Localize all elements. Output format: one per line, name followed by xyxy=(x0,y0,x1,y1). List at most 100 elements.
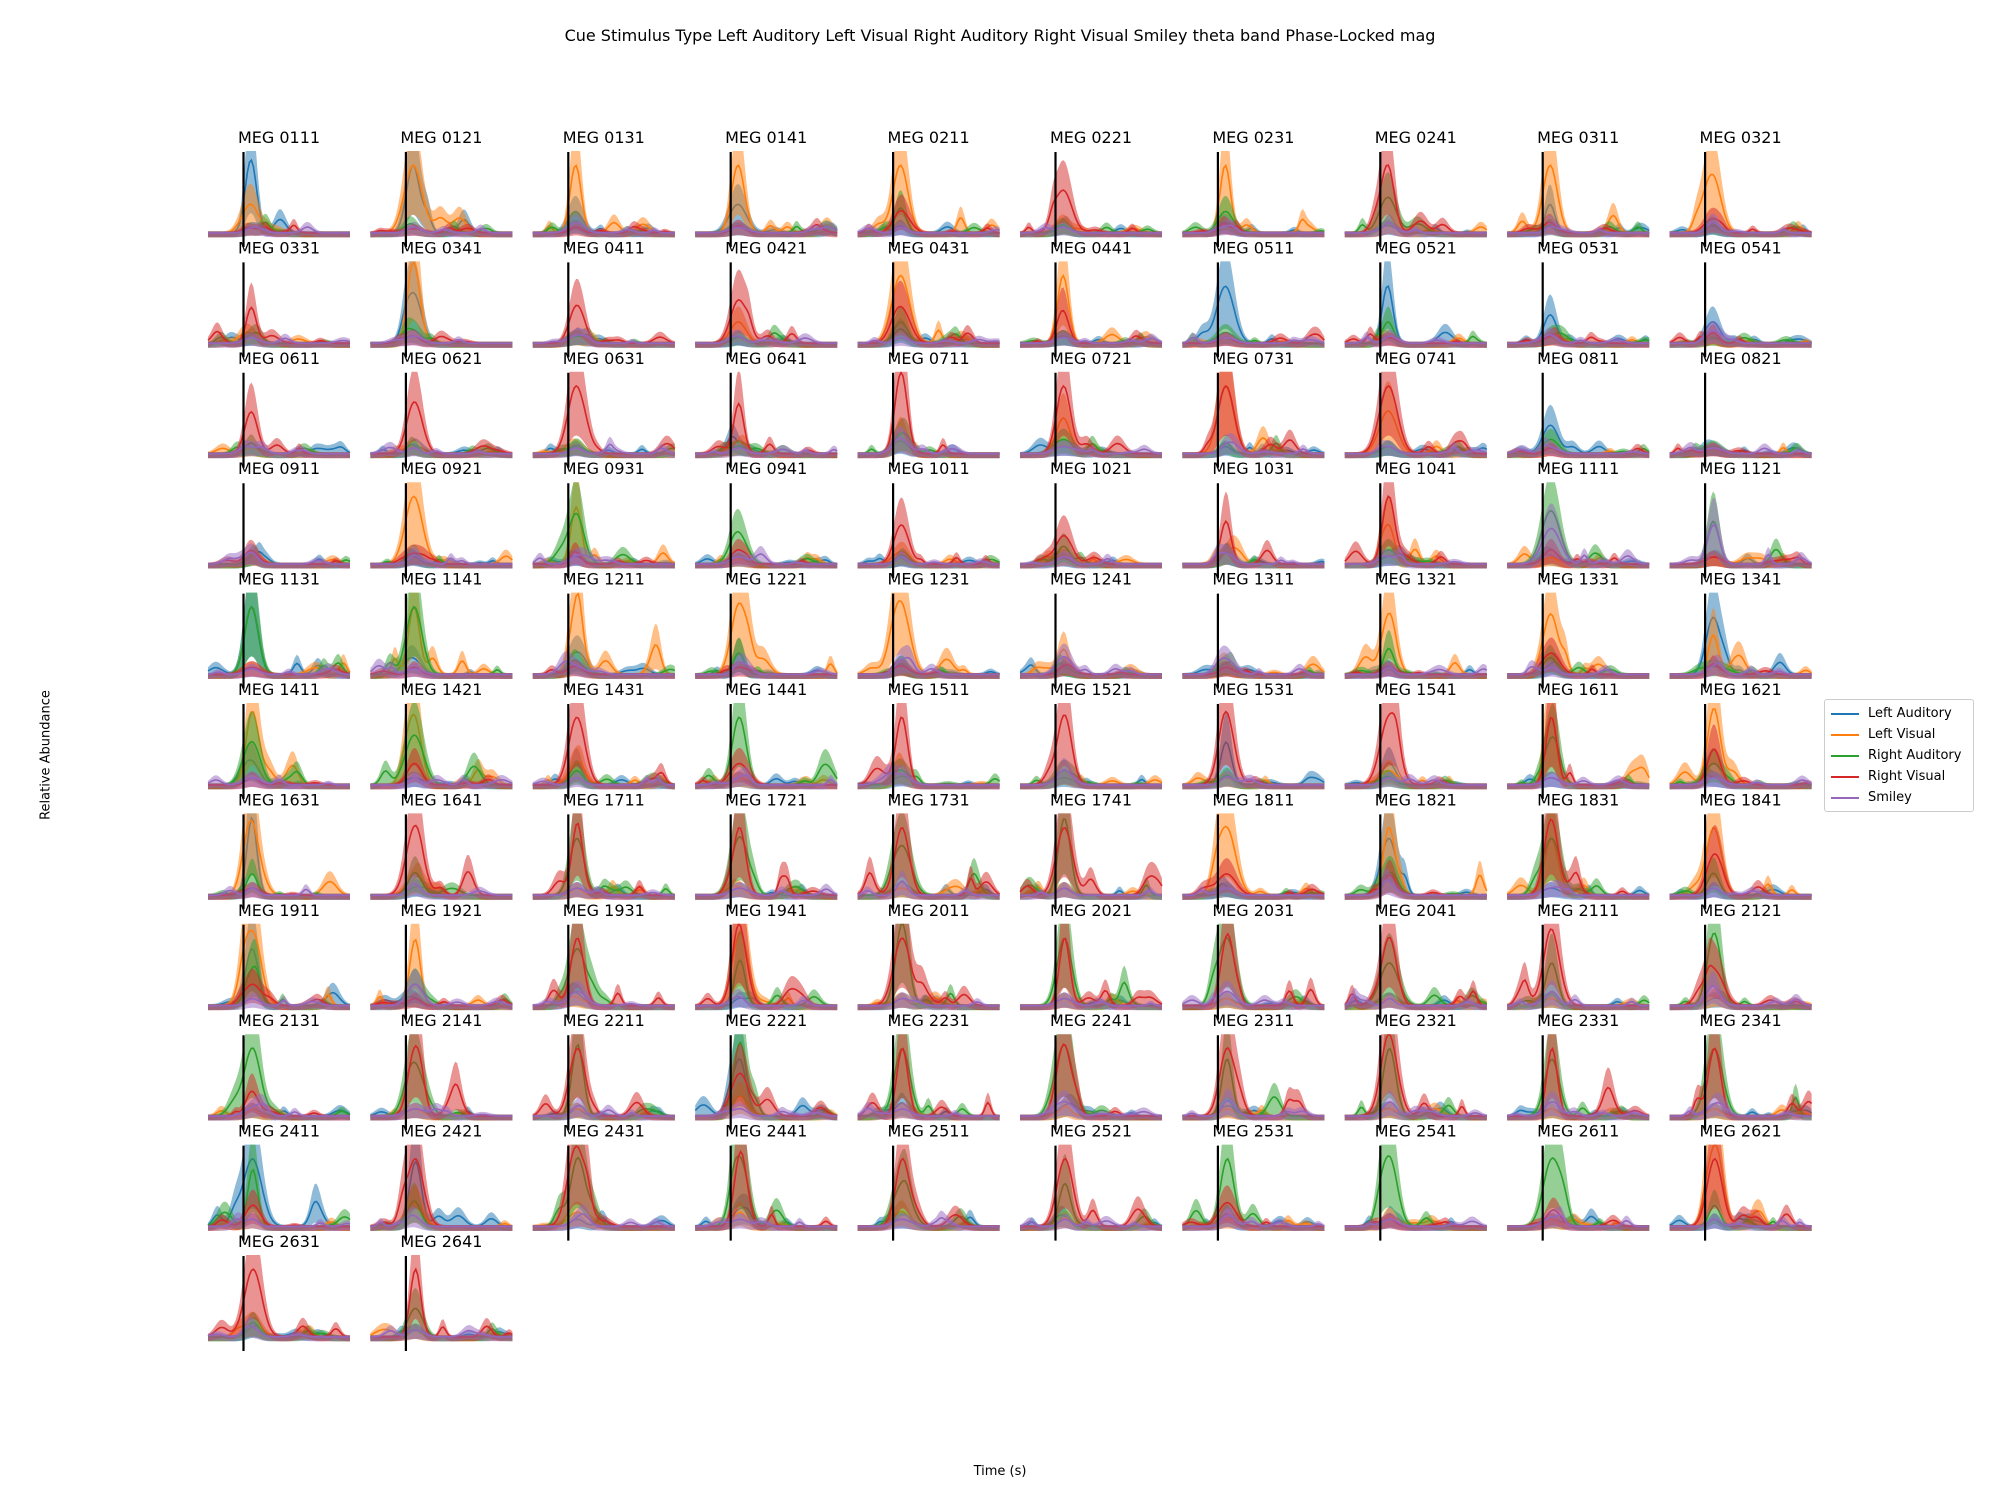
panel-title: MEG 2041 xyxy=(1375,901,1457,920)
line-left-visual xyxy=(1507,164,1650,234)
panel-title: MEG 0331 xyxy=(238,238,320,257)
panel-meg-1031: MEG 1031 xyxy=(1182,459,1325,579)
panel-title: MEG 1221 xyxy=(725,570,807,589)
panel-meg-1331: MEG 1331 xyxy=(1507,570,1650,689)
panel-title: MEG 0931 xyxy=(563,459,645,478)
line-smiley xyxy=(695,447,838,455)
line-smiley xyxy=(370,554,513,565)
panel-title: MEG 0111 xyxy=(238,128,320,147)
panel-title: MEG 1321 xyxy=(1375,570,1457,589)
panel-plot-area xyxy=(1344,261,1487,348)
band-smiley xyxy=(1669,971,1812,1011)
line-smiley xyxy=(1507,777,1650,786)
panel-title: MEG 2031 xyxy=(1212,901,1294,920)
panel-meg-1311: MEG 1311 xyxy=(1182,570,1325,689)
line-smiley xyxy=(1507,443,1650,455)
panel-title: MEG 2241 xyxy=(1050,1011,1132,1030)
line-smiley xyxy=(208,336,351,345)
line-smiley xyxy=(1669,446,1812,455)
line-left-visual xyxy=(857,274,1000,345)
panel-title: MEG 1441 xyxy=(725,680,807,699)
panel-title: MEG 0421 xyxy=(725,238,807,257)
panel-meg-1441: MEG 1441 xyxy=(694,680,838,799)
panel-plot-area xyxy=(1507,294,1650,348)
panel-meg-0821: MEG 0821 xyxy=(1669,349,1812,468)
legend-item-smiley: Smiley xyxy=(1831,787,1967,808)
line-smiley xyxy=(695,1218,838,1228)
panel-meg-1721: MEG 1721 xyxy=(695,790,838,910)
panel-plot-area xyxy=(532,278,675,348)
panel-title: MEG 2141 xyxy=(400,1011,482,1030)
panel-title: MEG 0231 xyxy=(1212,128,1294,147)
line-right-auditory xyxy=(1669,932,1812,1007)
panel-meg-1811: MEG 1811 xyxy=(1182,790,1325,910)
line-smiley xyxy=(1507,225,1650,234)
panel-title: MEG 2121 xyxy=(1700,901,1782,920)
panel-title: MEG 1041 xyxy=(1375,459,1457,478)
panel-plot-area xyxy=(1182,261,1325,348)
panel-title: MEG 2541 xyxy=(1375,1122,1457,1141)
panel-title: MEG 1711 xyxy=(563,790,645,809)
line-right-visual xyxy=(857,371,1000,455)
line-smiley xyxy=(1182,990,1325,1007)
panel-title: MEG 1721 xyxy=(725,790,807,809)
line-right-visual xyxy=(695,827,838,897)
panel-meg-0431: MEG 0431 xyxy=(857,238,1000,358)
line-smiley xyxy=(1507,665,1650,676)
band-right-auditory xyxy=(695,813,838,900)
panel-meg-1711: MEG 1711 xyxy=(532,790,675,910)
panel-meg-0711: MEG 0711 xyxy=(857,349,1000,468)
panel-title: MEG 0521 xyxy=(1375,238,1457,257)
panel-title: MEG 1031 xyxy=(1212,459,1294,478)
line-smiley xyxy=(857,880,1000,897)
line-left-visual xyxy=(857,164,1001,234)
line-left-visual xyxy=(1182,384,1325,455)
panel-title: MEG 1941 xyxy=(725,901,807,920)
panel-plot-area xyxy=(1182,491,1325,569)
panel-title: MEG 2111 xyxy=(1537,901,1619,920)
legend-swatch-right-visual xyxy=(1831,775,1859,778)
band-left-visual xyxy=(1669,151,1812,238)
line-smiley xyxy=(857,656,1000,676)
panel-title: MEG 1931 xyxy=(563,901,645,920)
panel-meg-2111: MEG 2111 xyxy=(1506,901,1650,1020)
panel-meg-2131: MEG 2131 xyxy=(207,1011,351,1131)
panel-meg-0641: MEG 0641 xyxy=(695,349,838,468)
panel-title: MEG 0711 xyxy=(888,349,970,368)
panel-title: MEG 1231 xyxy=(888,570,970,589)
line-right-auditory xyxy=(1020,1043,1162,1117)
panel-title: MEG 0211 xyxy=(888,128,970,147)
line-smiley xyxy=(1669,1101,1812,1117)
panel-title: MEG 2331 xyxy=(1537,1011,1619,1030)
panel-meg-2621: MEG 2621 xyxy=(1669,1122,1812,1241)
panel-title: MEG 0621 xyxy=(400,349,482,368)
line-smiley xyxy=(1344,445,1487,455)
line-smiley xyxy=(370,1214,513,1228)
panel-meg-2011: MEG 2011 xyxy=(857,901,1000,1020)
line-smiley xyxy=(532,1104,675,1117)
line-smiley xyxy=(1507,990,1650,1007)
line-left-visual xyxy=(532,164,675,234)
panel-title: MEG 1211 xyxy=(563,570,645,589)
panel-title: MEG 1131 xyxy=(238,570,320,589)
line-smiley xyxy=(532,887,675,897)
panel-meg-1421: MEG 1421 xyxy=(370,680,513,799)
panel-title: MEG 0411 xyxy=(563,238,645,257)
line-smiley xyxy=(1507,886,1650,897)
line-right-visual xyxy=(1020,309,1163,345)
line-smiley xyxy=(1507,527,1650,565)
panel-title: MEG 0221 xyxy=(1050,128,1132,147)
band-right-visual xyxy=(1020,515,1162,569)
line-smiley xyxy=(1019,1218,1162,1228)
panel-title: MEG 0941 xyxy=(725,459,807,478)
line-smiley xyxy=(370,226,513,234)
panel-meg-0741: MEG 0741 xyxy=(1344,349,1488,468)
panel-meg-2321: MEG 2321 xyxy=(1344,1011,1487,1131)
panel-title: MEG 0131 xyxy=(563,128,645,147)
panel-title: MEG 1141 xyxy=(400,570,482,589)
panel-meg-2511: MEG 2511 xyxy=(857,1122,1000,1241)
line-smiley xyxy=(208,226,350,234)
panel-meg-1941: MEG 1941 xyxy=(695,901,838,1020)
panel-meg-1011: MEG 1011 xyxy=(857,459,1000,579)
panel-title: MEG 2611 xyxy=(1537,1122,1619,1141)
